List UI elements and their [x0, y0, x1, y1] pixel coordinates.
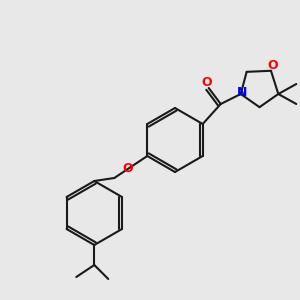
Text: N: N [236, 86, 247, 100]
Text: O: O [201, 76, 212, 88]
Text: O: O [122, 163, 133, 176]
Text: O: O [268, 59, 278, 72]
